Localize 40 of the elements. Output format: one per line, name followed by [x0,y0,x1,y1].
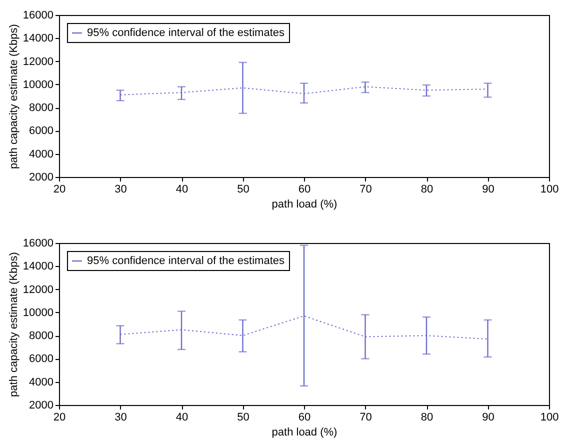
x-tick-label: 90 [482,184,494,196]
y-tick-label: 4000 [29,148,54,160]
x-tick-label: 50 [237,184,250,196]
x-tick-label: 100 [540,412,559,424]
x-tick-label: 30 [114,412,127,424]
x-tick-label: 80 [420,184,434,196]
y-axis-title: path capacity estimate (Kbps) [8,252,20,397]
y-tick-label: 12000 [22,56,54,68]
legend-label: 95% confidence interval of the estimates [87,255,285,267]
y-tick-label: 2000 [29,172,54,184]
x-tick-label: 80 [420,412,434,424]
x-tick-label: 60 [298,184,311,196]
x-tick-label: 20 [53,412,66,424]
y-tick-label: 14000 [22,32,54,45]
y-tick-label: 4000 [29,376,54,388]
x-axis-title: path load (%) [272,426,338,438]
x-tick-label: 40 [176,184,188,196]
x-tick-label: 40 [176,412,188,424]
y-tick-label: 16000 [22,238,54,250]
x-tick-label: 100 [540,184,559,196]
x-tick-label: 20 [53,184,66,196]
y-tick-label: 6000 [29,125,54,138]
x-tick-label: 50 [237,412,250,424]
y-tick-label: 8000 [29,330,54,342]
x-tick-label: 60 [298,412,311,424]
x-tick-label: 90 [482,412,494,424]
y-tick-label: 8000 [29,102,54,114]
x-tick-label: 70 [360,412,372,424]
y-tick-label: 16000 [22,10,54,22]
y-tick-label: 6000 [29,353,54,366]
x-axis-title: path load (%) [272,198,338,210]
x-tick-label: 70 [360,184,372,196]
y-axis-title: path capacity estimate (Kbps) [8,24,20,169]
x-tick-label: 30 [114,184,127,196]
legend-label: 95% confidence interval of the estimates [87,27,285,39]
y-tick-label: 10000 [22,306,54,319]
y-tick-label: 2000 [29,400,54,412]
y-tick-label: 12000 [22,284,54,296]
y-tick-label: 14000 [22,260,54,273]
y-tick-label: 10000 [22,78,54,91]
